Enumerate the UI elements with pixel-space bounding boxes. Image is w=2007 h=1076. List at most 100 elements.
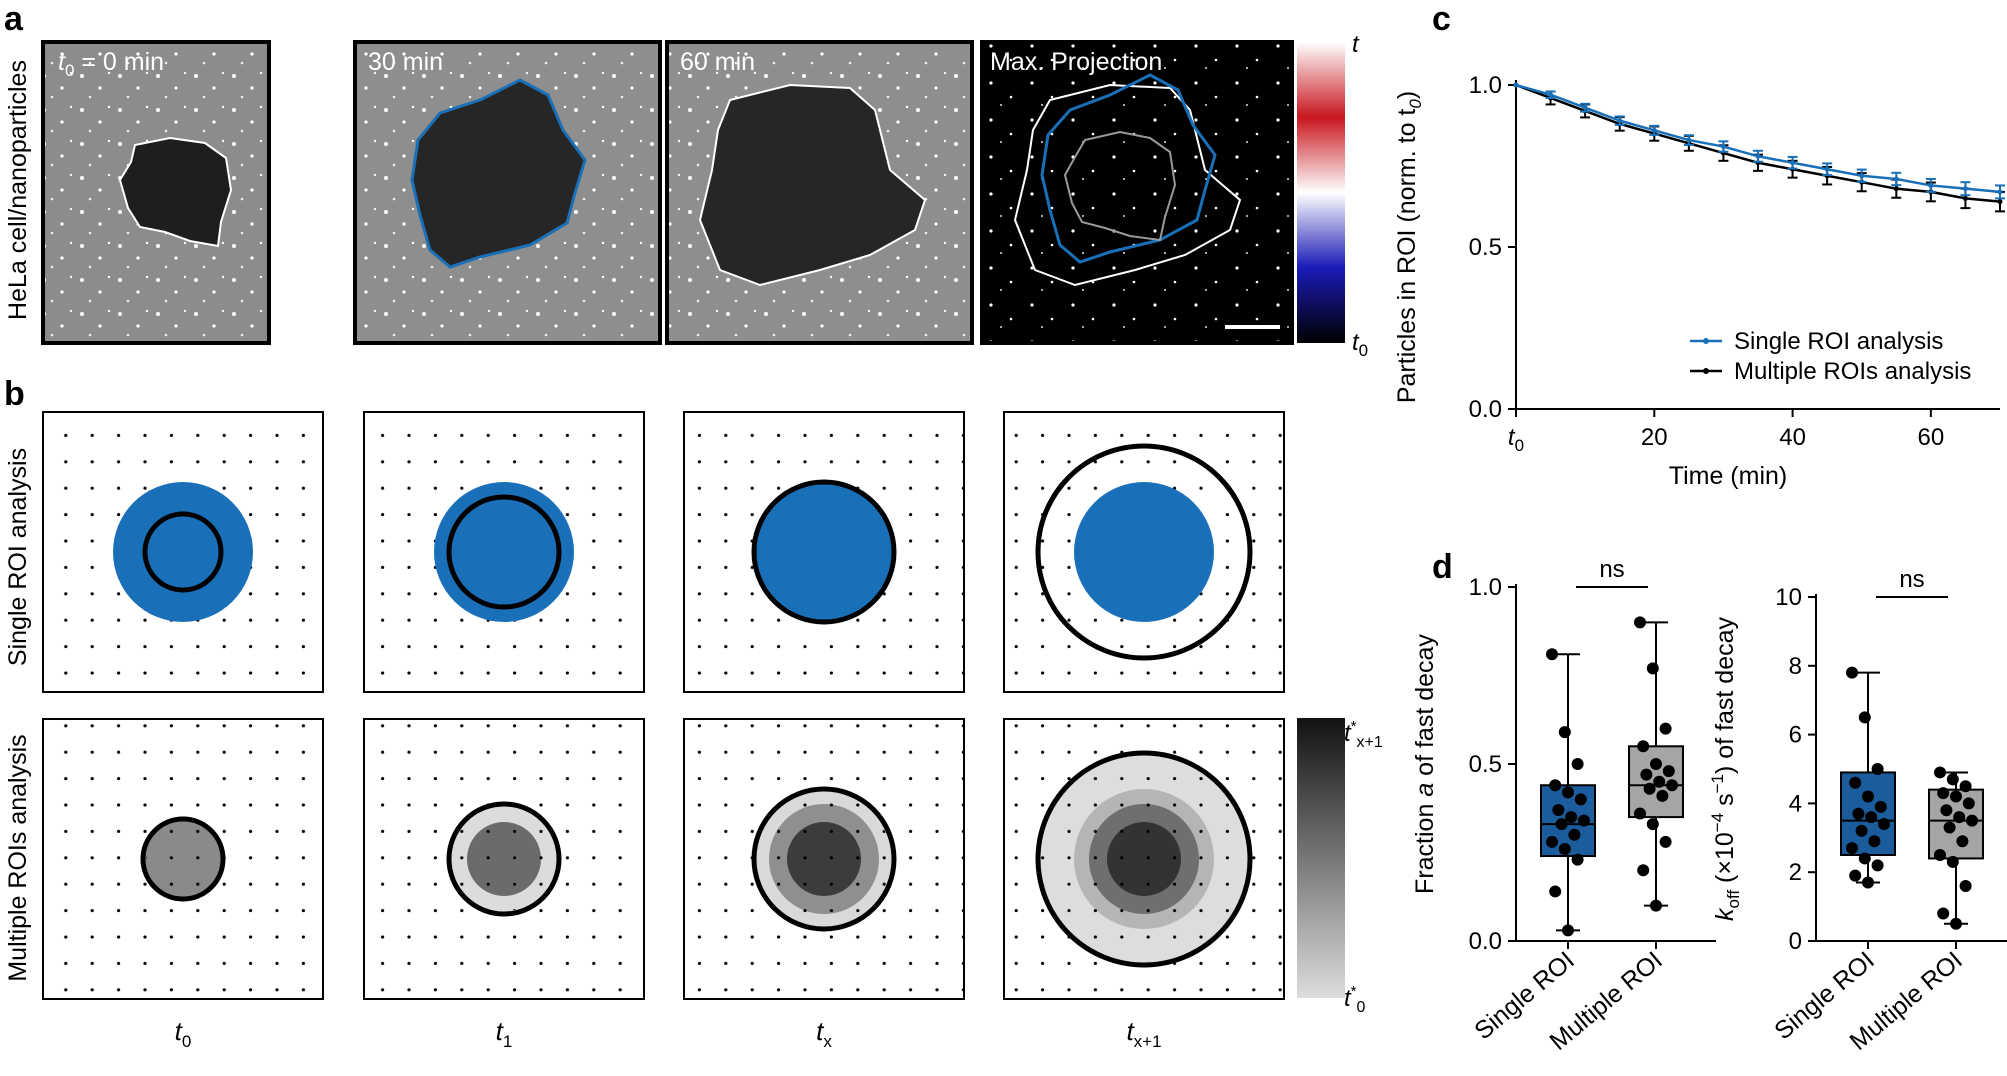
cell-outline: [751, 479, 897, 625]
data-point: [1643, 782, 1656, 795]
data-point: [1871, 763, 1884, 775]
series-line: [1515, 83, 2001, 194]
data-point: [1893, 186, 1899, 192]
micrograph-30min: 30 min: [353, 40, 662, 345]
cell-outline: [446, 494, 562, 610]
data-point: [1937, 787, 1950, 800]
data-point: [1865, 811, 1878, 824]
data-point: [1928, 182, 1934, 188]
x-tick-label: 20: [1641, 424, 1668, 451]
data-point: [1571, 758, 1584, 770]
frame4-label: Max. Projection: [990, 48, 1162, 76]
data-point: [1755, 153, 1761, 159]
colorbar-a-bottom: t0: [1352, 329, 1368, 360]
data-point: [1637, 740, 1650, 753]
panel-b-row2-label: Multiple ROIs analysis: [4, 734, 32, 981]
panel-label-c: c: [1432, 0, 1451, 38]
data-point: [1859, 173, 1865, 179]
data-point: [1574, 793, 1587, 806]
data-point: [1634, 807, 1646, 820]
panel-label-a: a: [4, 0, 24, 38]
data-point: [1934, 766, 1946, 779]
data-point: [1646, 662, 1659, 675]
data-point: [1634, 616, 1646, 629]
y-tick-label: 0.0: [1469, 396, 1502, 423]
data-point: [1874, 800, 1887, 813]
y-tick-label: 8: [1789, 653, 1802, 680]
column-label: tx: [816, 1016, 832, 1051]
y-tick-label: 0.0: [1469, 928, 1502, 955]
data-point: [1824, 166, 1830, 172]
schematic-grid: [42, 411, 1285, 1000]
y-tick-label: 0.5: [1469, 234, 1502, 261]
data-point: [1637, 864, 1650, 877]
y-tick-label: 2: [1789, 859, 1802, 886]
data-point: [1956, 835, 1969, 848]
significance-label: ns: [1899, 566, 1924, 593]
y-tick-label: 0: [1789, 928, 1802, 955]
data-point: [1666, 779, 1678, 792]
data-point: [1568, 828, 1581, 841]
data-point: [1855, 824, 1868, 837]
frame2-label: 30 min: [368, 48, 443, 76]
micrograph-60min: 60 min: [665, 40, 974, 345]
data-point: [1953, 811, 1966, 824]
colorbar-a-top: t: [1352, 31, 1360, 58]
data-point: [1849, 869, 1862, 882]
data-point: [1549, 779, 1562, 792]
column-label: tx+1: [1126, 1016, 1161, 1051]
data-point: [1846, 842, 1858, 855]
data-point: [1862, 876, 1874, 889]
data-point: [1562, 786, 1574, 799]
data-point: [1946, 773, 1959, 786]
data-point: [1546, 648, 1558, 661]
data-point: [1878, 818, 1890, 831]
data-point: [1546, 835, 1558, 848]
roi-region: [754, 482, 894, 622]
data-point: [1871, 859, 1884, 872]
data-point: [1555, 818, 1568, 831]
y-axis-label: koff (×10−4 s−1) of fast decay: [1708, 616, 1743, 921]
x-tick-label: t0: [1508, 424, 1524, 455]
panel-label-d: d: [1432, 548, 1453, 586]
roi-region: [113, 482, 253, 622]
data-point: [1558, 726, 1571, 739]
data-point: [1686, 137, 1692, 143]
frame1-label: t0 = 0 min: [58, 48, 164, 80]
data-point: [1846, 666, 1858, 679]
x-tick-label: 40: [1779, 424, 1806, 451]
panel-b-column-labels: t0 t1 tx tx+1: [175, 1016, 1162, 1051]
particles-in-roi: [1041, 756, 1247, 962]
data-point: [1950, 917, 1962, 930]
data-point: [1640, 768, 1653, 781]
y-tick-label: 6: [1789, 722, 1802, 749]
y-axis-label: Particles in ROI (norm. to t0): [1393, 91, 1425, 403]
legend-marker: [1703, 368, 1709, 374]
data-point: [1565, 811, 1578, 824]
legend-marker: [1703, 338, 1709, 344]
data-point: [1790, 160, 1796, 166]
significance-label: ns: [1599, 556, 1624, 583]
data-point: [1997, 189, 2003, 195]
max-projection: Max. Projection: [980, 40, 1294, 345]
data-point: [1659, 835, 1672, 848]
column-label: t0: [175, 1016, 192, 1051]
data-point: [1893, 176, 1899, 182]
data-point: [1548, 92, 1554, 98]
data-point: [1582, 105, 1588, 111]
data-point: [1653, 775, 1666, 788]
y-tick-label: 10: [1775, 584, 1802, 611]
x-tick-label: 60: [1918, 424, 1945, 451]
micrograph-t0: t0 = 0 min: [41, 40, 271, 345]
y-tick-label: 0.5: [1469, 751, 1502, 778]
data-point: [1966, 814, 1978, 827]
data-point: [1578, 814, 1590, 827]
data-point: [1852, 807, 1865, 820]
roi-region: [1074, 482, 1214, 622]
data-point: [1720, 144, 1726, 150]
data-point: [1659, 722, 1672, 735]
column-label: t1: [496, 1016, 513, 1051]
panel-a-colorbar: t t0: [1297, 31, 1368, 360]
panel-b-row1-label: Single ROI analysis: [4, 448, 32, 666]
